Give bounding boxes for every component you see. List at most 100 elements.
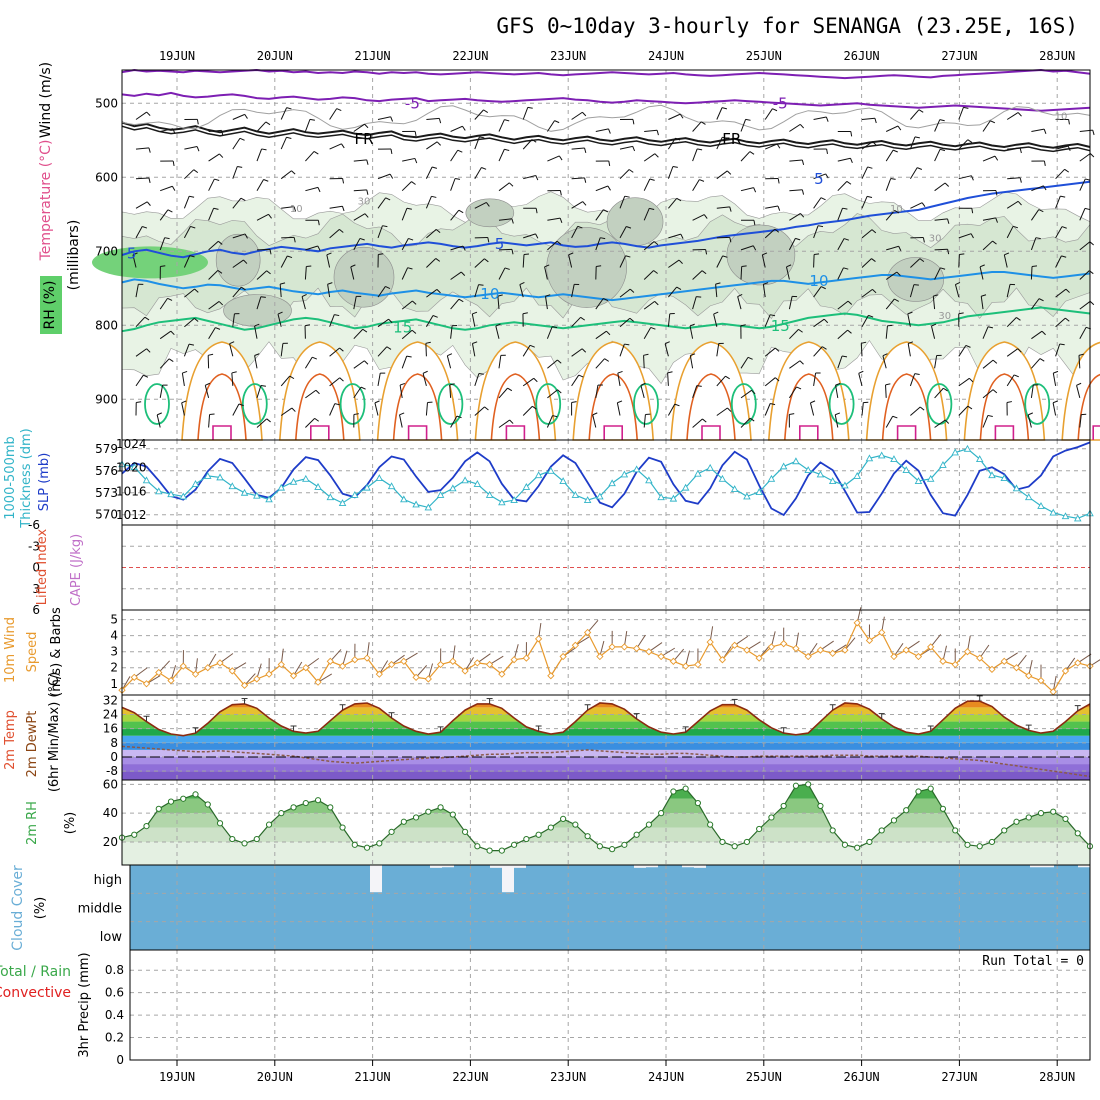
wind-barb-flag — [436, 141, 441, 146]
wind-barb — [789, 159, 803, 162]
wind-barb-flag — [959, 253, 965, 256]
temperature-contour-20 — [474, 341, 557, 441]
wind-speed-point — [314, 678, 322, 686]
rh-point — [535, 831, 542, 838]
wind-barb-flag — [317, 245, 321, 251]
wind-barb — [329, 347, 340, 357]
wind-barb — [837, 355, 843, 369]
wind-barb — [932, 296, 936, 310]
contour-label: 10 — [480, 285, 499, 303]
wind-barb-flag — [1084, 207, 1090, 211]
temp-band — [122, 714, 1090, 722]
wind-barb — [523, 233, 536, 239]
wind-barb — [256, 121, 267, 132]
wind-barb-flag — [913, 284, 919, 286]
wind-barb — [1030, 237, 1037, 251]
wind-barb — [934, 182, 946, 192]
wind-barb-flag — [846, 180, 852, 185]
contour-label: 5 — [814, 170, 824, 188]
wind-barb-flag — [531, 139, 537, 143]
wind-barb — [425, 196, 432, 209]
wind-barb-flag — [378, 253, 384, 255]
rh-point — [143, 823, 150, 830]
wind-speed-point — [963, 648, 972, 656]
wind-barb — [934, 387, 944, 399]
wind-speed-point — [400, 657, 408, 665]
wind-barb-flag — [795, 237, 801, 241]
surface-wind-barb — [746, 641, 761, 651]
wind-barb-flag — [762, 252, 768, 256]
wind-barb — [256, 270, 267, 280]
wind-barb — [232, 313, 235, 327]
wind-barb-flag — [867, 195, 873, 199]
thickness-point — [828, 477, 837, 484]
wind-barb-flag — [667, 371, 673, 374]
wind-barb-flag — [508, 182, 514, 187]
chart-title: GFS 0~10day 3-hourly for SENANGA (23.25E… — [496, 14, 1078, 38]
wind-barb-flag — [753, 220, 756, 226]
rh-point — [498, 847, 505, 854]
thickness-point — [191, 480, 200, 487]
wind-barb-flag — [843, 238, 850, 241]
surface-wind-barb — [1077, 653, 1092, 664]
wind-barb-flag — [749, 151, 755, 155]
wind-barb-flag — [435, 229, 441, 233]
surface-wind-barb — [403, 652, 418, 662]
thickness-point — [779, 462, 788, 470]
surface-wind-barb — [121, 676, 131, 691]
wind-barb — [668, 259, 680, 268]
contour-label: 30 — [938, 311, 951, 322]
wind-barb-flag — [626, 226, 632, 229]
wind-barb — [861, 229, 873, 239]
wind-barb — [979, 266, 984, 280]
wind-barb — [305, 245, 318, 251]
wind-barb — [401, 181, 412, 192]
slp-tick-label: 1020 — [116, 461, 147, 475]
wind-barb — [788, 238, 796, 251]
thickness-point — [975, 455, 984, 463]
wind-barb — [498, 218, 512, 221]
wind-barb-flag — [456, 415, 462, 419]
thickness-point — [804, 466, 812, 473]
wind-barb-flag — [366, 189, 369, 195]
wind-barb-flag — [643, 353, 649, 356]
wind-barb-flag — [871, 258, 876, 262]
wind-barb-flag — [188, 343, 195, 346]
wind-barb — [716, 170, 728, 180]
wind-barb — [1078, 355, 1081, 369]
wind-barb — [450, 178, 456, 191]
rh-point — [817, 802, 824, 810]
axis-label-cloud: Cloud Cover — [10, 865, 26, 951]
wind-barb-flag — [315, 389, 320, 395]
wind-speed-point — [338, 662, 347, 670]
wind-barb — [399, 414, 403, 428]
wind-barb — [909, 136, 916, 150]
wind-barb — [522, 345, 531, 357]
wind-barb-flag — [317, 220, 320, 226]
thickness-point — [988, 471, 996, 479]
wind-barb — [934, 248, 948, 251]
wind-barb — [1079, 241, 1091, 251]
wind-barb — [353, 360, 365, 369]
wind-barb-flag — [823, 318, 829, 324]
rh-blob — [546, 227, 627, 308]
wind-barb — [401, 208, 408, 221]
wind-barb-flag — [148, 177, 151, 183]
wind-barb-flag — [472, 341, 478, 344]
wind-barb — [982, 359, 994, 369]
surface-wind-barb — [844, 637, 856, 651]
wind-speed-point — [841, 646, 849, 654]
rh-point — [1025, 814, 1032, 821]
temperature-contour-30 — [994, 425, 1015, 440]
wind-barb-flag — [362, 328, 368, 333]
wind-barb — [546, 120, 555, 132]
wind-barb-flag — [532, 405, 537, 410]
wind-speed-point — [473, 659, 481, 667]
wind-barb-flag — [280, 282, 286, 285]
wind-barb-flag — [454, 178, 461, 180]
wind-barb-flag — [399, 412, 405, 416]
wind-speed-point — [167, 676, 175, 685]
thickness-point — [1012, 484, 1021, 492]
wind-barb-flag — [142, 226, 148, 229]
isotherm-5 — [121, 180, 1091, 259]
